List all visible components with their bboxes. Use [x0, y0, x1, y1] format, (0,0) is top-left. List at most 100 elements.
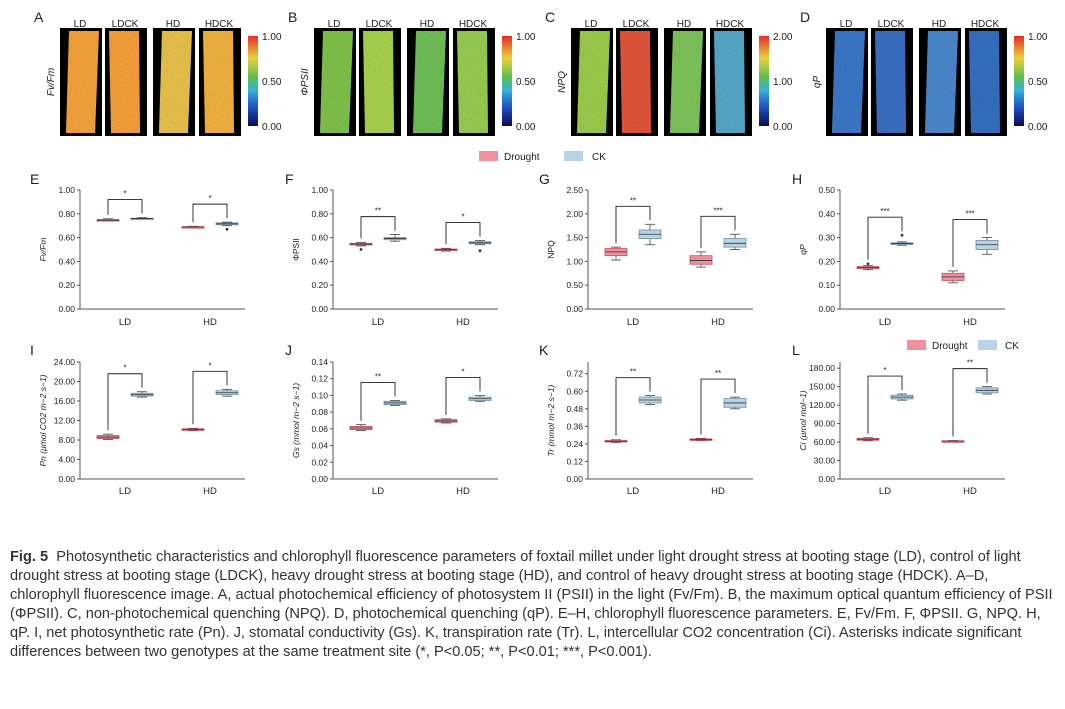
x-tick-label: HD — [711, 486, 725, 497]
leaf-image — [159, 31, 192, 133]
y-tick-label: 0.40 — [311, 256, 328, 266]
y-tick-label: 180.00 — [809, 363, 835, 373]
significance-label: *** — [713, 206, 722, 215]
box-ck-hd — [975, 237, 999, 255]
image-panel-d: DqP LD LDCK HD HDCK 1.00 0.50 0.00 — [800, 9, 1048, 136]
y-axis-label: NPQ — [546, 240, 556, 259]
chart-i: I 0.00 4.00 8.00 12.00 16.00 20.00 24.00 Pn (μmo… — [30, 342, 245, 497]
x-tick-label: LD — [119, 317, 131, 328]
y-tick-label: 0.00 — [566, 304, 583, 314]
x-tick-label: LD — [627, 486, 639, 497]
bracket-line — [867, 216, 903, 260]
y-tick-label: 0.06 — [311, 424, 328, 434]
x-tick-label: LD — [119, 486, 131, 497]
y-axis-label: Fv/Fm — [38, 237, 48, 261]
bracket-line — [360, 216, 396, 239]
image-column-label: LD — [74, 19, 87, 30]
panel-letter: F — [285, 171, 294, 187]
y-tick-label: 0.20 — [58, 280, 75, 290]
significance-bracket: * — [445, 213, 481, 245]
box-ck-ld — [890, 233, 914, 246]
y-tick-label: 20.00 — [54, 377, 76, 387]
y-tick-label: 0.20 — [311, 280, 328, 290]
significance-bracket: *** — [700, 206, 736, 248]
image-ylabel: Fv/Fm — [46, 68, 57, 96]
y-tick-label: 2.00 — [566, 209, 583, 219]
bracket-line — [192, 370, 228, 425]
significance-label: ** — [715, 369, 721, 378]
significance-bracket: ** — [615, 368, 651, 436]
scale-bottom-label: 0.00 — [1028, 122, 1048, 133]
leaf-image — [925, 31, 958, 133]
significance-label: ** — [630, 196, 636, 205]
significance-bracket: ** — [360, 372, 396, 421]
panel-letter: H — [792, 171, 802, 187]
y-tick-label: 0.12 — [566, 456, 583, 466]
box-iqr — [689, 255, 713, 265]
scale-bottom-label: 0.00 — [262, 122, 282, 133]
outlier-point — [866, 262, 870, 266]
y-tick-label: 90.00 — [814, 419, 836, 429]
x-tick-label: LD — [627, 317, 639, 328]
leaf-image — [66, 31, 99, 133]
significance-bracket: * — [107, 190, 143, 215]
box-ck-ld — [130, 391, 154, 398]
significance-label: ** — [967, 359, 973, 368]
significance-bracket: * — [867, 366, 903, 434]
image-column-label: HDCK — [205, 19, 234, 30]
image-column-label: HD — [677, 19, 691, 30]
image-column-label: LDCK — [366, 19, 393, 30]
image-column-label: LD — [585, 19, 598, 30]
box-iqr — [723, 238, 747, 248]
box-ck-hd — [215, 388, 239, 397]
legend-drought-label: Drought — [504, 152, 540, 163]
box-ck-hd — [723, 233, 747, 250]
leaf-image — [363, 31, 394, 133]
color-scale-bar — [502, 36, 512, 126]
y-axis-label: Pn (μmol CO2 m−2 s−1) — [38, 374, 48, 466]
box-drought-ld — [96, 433, 120, 440]
significance-bracket: * — [192, 194, 228, 223]
bracket-line — [700, 215, 736, 248]
y-tick-label: 120.00 — [809, 400, 835, 410]
y-tick-label: 0.50 — [566, 280, 583, 290]
image-column-label: LD — [328, 19, 341, 30]
bracket-line — [360, 381, 396, 421]
significance-label: *** — [965, 210, 974, 219]
figure-caption: Fig. 5 Photosynthetic characteristics an… — [10, 548, 1058, 662]
image-ylabel: NPQ — [557, 71, 568, 93]
panel-letter: L — [792, 342, 800, 358]
box-drought-hd — [434, 418, 458, 424]
outlier-point — [359, 248, 363, 251]
box-drought-ld — [96, 218, 120, 222]
y-tick-label: 0.72 — [566, 369, 583, 379]
legend2-ck-label: CK — [1005, 341, 1019, 352]
y-tick-label: 0.60 — [311, 233, 328, 243]
y-tick-label: 0.00 — [58, 474, 75, 484]
leaf-image — [109, 31, 140, 133]
legend-ck-swatch — [564, 151, 583, 161]
significance-bracket: * — [107, 364, 143, 431]
scale-bottom-label: 0.00 — [516, 122, 536, 133]
color-scale-bar — [248, 36, 258, 126]
box-drought-ld — [604, 246, 628, 261]
box-drought-ld — [604, 439, 628, 443]
legend-top: Drought CK — [479, 151, 606, 163]
y-tick-label: 0.00 — [818, 474, 835, 484]
y-tick-label: 0.04 — [311, 441, 328, 451]
y-tick-label: 0.08 — [311, 407, 328, 417]
scale-top-label: 1.00 — [262, 32, 282, 43]
panel-letter: C — [545, 9, 555, 25]
leaf-image — [320, 31, 353, 133]
scale-top-label: 1.00 — [516, 32, 536, 43]
x-tick-label: LD — [372, 317, 384, 328]
y-tick-label: 150.00 — [809, 382, 835, 392]
bracket-line — [952, 219, 988, 267]
significance-label: * — [461, 367, 464, 376]
y-tick-label: 0.50 — [818, 185, 835, 195]
significance-label: * — [883, 366, 886, 375]
panel-letter: B — [288, 9, 297, 25]
box-drought-hd — [941, 270, 965, 284]
